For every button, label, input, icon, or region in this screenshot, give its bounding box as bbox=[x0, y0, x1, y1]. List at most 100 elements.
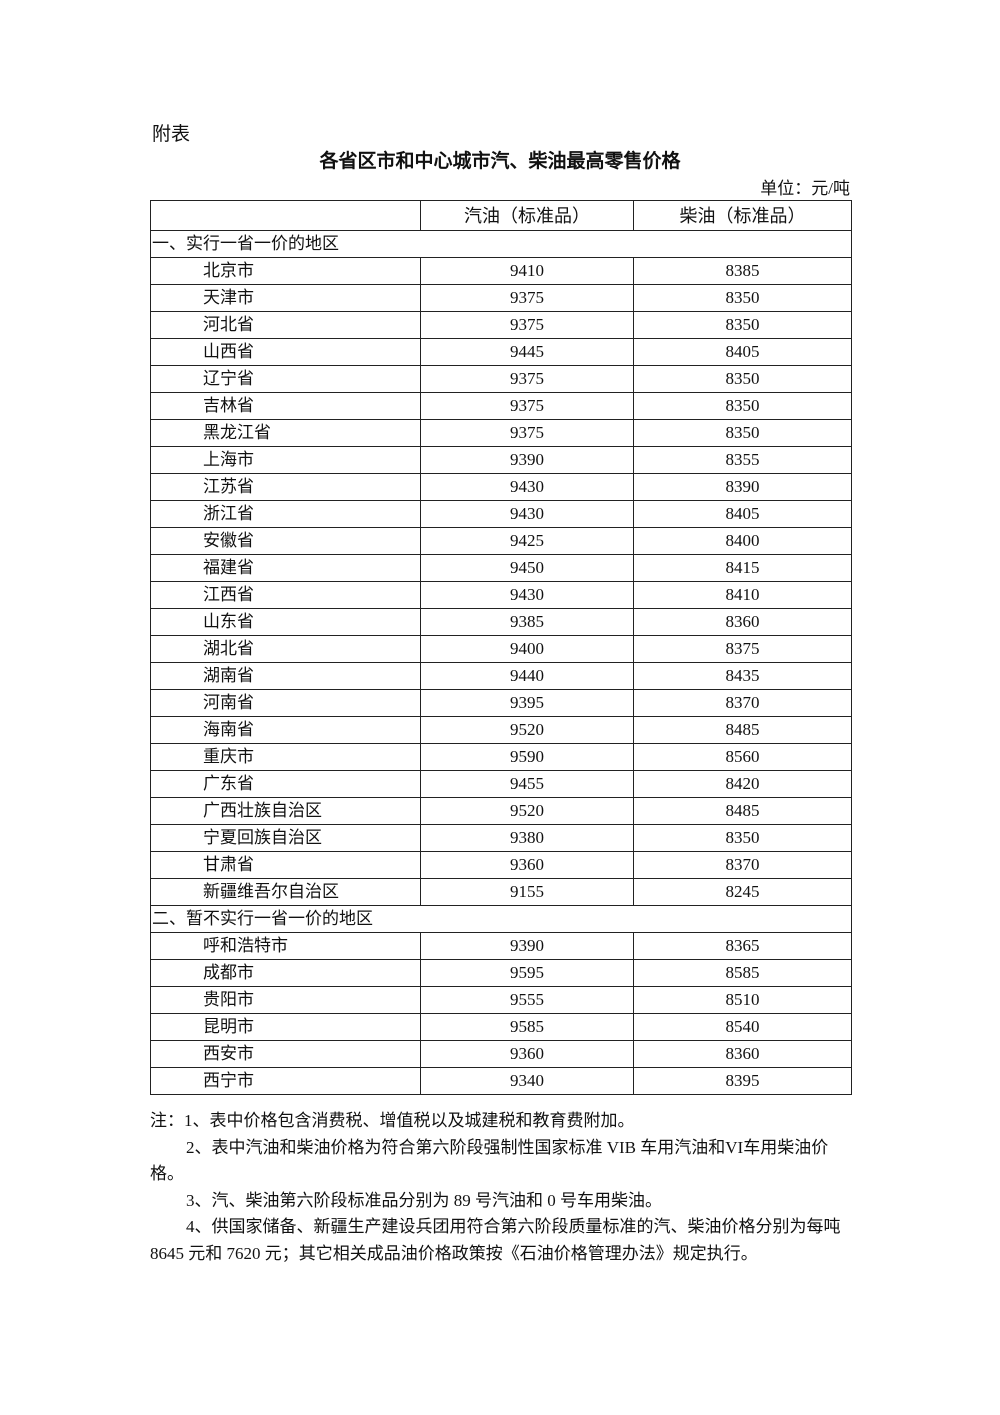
diesel-price-cell: 8350 bbox=[633, 311, 852, 339]
region-cell: 河北省 bbox=[150, 311, 421, 339]
gasoline-price-cell: 9390 bbox=[420, 446, 634, 474]
note-1: 注：1、表中价格包含消费税、增值税以及城建税和教育费附加。 bbox=[150, 1111, 635, 1130]
section-label: 二、暂不实行一省一价的地区 bbox=[150, 905, 852, 933]
gasoline-price-cell: 9400 bbox=[420, 635, 634, 663]
table-row: 海南省 9520 8485 bbox=[150, 716, 852, 744]
diesel-price-cell: 8485 bbox=[633, 716, 852, 744]
price-table: 汽油（标准品） 柴油（标准品） 一、实行一省一价的地区 北京市 9410 8385 天津… bbox=[150, 200, 852, 1095]
section-row: 一、实行一省一价的地区 bbox=[150, 230, 852, 258]
table-row: 山东省 9385 8360 bbox=[150, 608, 852, 636]
gasoline-price-cell: 9375 bbox=[420, 365, 634, 393]
diesel-price-cell: 8405 bbox=[633, 500, 852, 528]
table-row: 广东省 9455 8420 bbox=[150, 770, 852, 798]
diesel-price-cell: 8410 bbox=[633, 581, 852, 609]
table-row: 吉林省 9375 8350 bbox=[150, 392, 852, 420]
diesel-price-cell: 8585 bbox=[633, 959, 852, 987]
gasoline-price-cell: 9555 bbox=[420, 986, 634, 1014]
gasoline-price-cell: 9520 bbox=[420, 716, 634, 744]
table-row: 宁夏回族自治区 9380 8350 bbox=[150, 824, 852, 852]
diesel-price-cell: 8405 bbox=[633, 338, 852, 366]
table-row: 山西省 9445 8405 bbox=[150, 338, 852, 366]
note-2: 2、表中汽油和柴油价格为符合第六阶段强制性国家标准 VIB 车用汽油和VI车用柴… bbox=[150, 1137, 829, 1184]
gasoline-price-cell: 9440 bbox=[420, 662, 634, 690]
gasoline-price-cell: 9375 bbox=[420, 311, 634, 339]
table-row: 西安市 9360 8360 bbox=[150, 1040, 852, 1068]
diesel-price-cell: 8350 bbox=[633, 824, 852, 852]
table-row: 西宁市 9340 8395 bbox=[150, 1067, 852, 1095]
diesel-price-cell: 8350 bbox=[633, 392, 852, 420]
diesel-price-cell: 8510 bbox=[633, 986, 852, 1014]
table-row: 河北省 9375 8350 bbox=[150, 311, 852, 339]
attachment-label: 附表 bbox=[152, 124, 191, 145]
header-gasoline: 汽油（标准品） bbox=[420, 200, 634, 231]
region-cell: 山西省 bbox=[150, 338, 421, 366]
gasoline-price-cell: 9375 bbox=[420, 419, 634, 447]
region-cell: 甘肃省 bbox=[150, 851, 421, 879]
region-cell: 广东省 bbox=[150, 770, 421, 798]
diesel-price-cell: 8365 bbox=[633, 932, 852, 960]
gasoline-price-cell: 9455 bbox=[420, 770, 634, 798]
region-cell: 成都市 bbox=[150, 959, 421, 987]
table-row: 新疆维吾尔自治区 9155 8245 bbox=[150, 878, 852, 906]
notes: 注：1、表中价格包含消费税、增值税以及城建税和教育费附加。 2、表中汽油和柴油价… bbox=[150, 1108, 852, 1267]
table-row: 辽宁省 9375 8350 bbox=[150, 365, 852, 393]
diesel-price-cell: 8390 bbox=[633, 473, 852, 501]
gasoline-price-cell: 9450 bbox=[420, 554, 634, 582]
region-cell: 河南省 bbox=[150, 689, 421, 717]
table-header-row: 汽油（标准品） 柴油（标准品） bbox=[150, 200, 852, 231]
gasoline-price-cell: 9340 bbox=[420, 1067, 634, 1095]
gasoline-price-cell: 9385 bbox=[420, 608, 634, 636]
table-row: 广西壮族自治区 9520 8485 bbox=[150, 797, 852, 825]
header-diesel: 柴油（标准品） bbox=[633, 200, 852, 231]
diesel-price-cell: 8350 bbox=[633, 284, 852, 312]
region-cell: 黑龙江省 bbox=[150, 419, 421, 447]
gasoline-price-cell: 9395 bbox=[420, 689, 634, 717]
diesel-price-cell: 8540 bbox=[633, 1013, 852, 1041]
region-cell: 湖北省 bbox=[150, 635, 421, 663]
gasoline-price-cell: 9390 bbox=[420, 932, 634, 960]
diesel-price-cell: 8415 bbox=[633, 554, 852, 582]
gasoline-price-cell: 9430 bbox=[420, 473, 634, 501]
region-cell: 山东省 bbox=[150, 608, 421, 636]
gasoline-price-cell: 9585 bbox=[420, 1013, 634, 1041]
region-cell: 广西壮族自治区 bbox=[150, 797, 421, 825]
gasoline-price-cell: 9360 bbox=[420, 851, 634, 879]
page-title: 各省区市和中心城市汽、柴油最高零售价格 bbox=[319, 151, 681, 172]
diesel-price-cell: 8350 bbox=[633, 419, 852, 447]
note-3: 3、汽、柴油第六阶段标准品分别为 89 号汽油和 0 号车用柴油。 bbox=[186, 1190, 662, 1210]
note-4: 4、供国家储备、新疆生产建设兵团用符合第六阶段质量标准的汽、柴油价格分别为每吨 … bbox=[150, 1217, 841, 1263]
table-row: 重庆市 9590 8560 bbox=[150, 743, 852, 771]
table-row: 江苏省 9430 8390 bbox=[150, 473, 852, 501]
region-cell: 江苏省 bbox=[150, 473, 421, 501]
table-row: 浙江省 9430 8405 bbox=[150, 500, 852, 528]
diesel-price-cell: 8420 bbox=[633, 770, 852, 798]
diesel-price-cell: 8245 bbox=[633, 878, 852, 906]
region-cell: 福建省 bbox=[150, 554, 421, 582]
region-cell: 湖南省 bbox=[150, 662, 421, 690]
region-cell: 吉林省 bbox=[150, 392, 421, 420]
table-row: 呼和浩特市 9390 8365 bbox=[150, 932, 852, 960]
gasoline-price-cell: 9430 bbox=[420, 581, 634, 609]
table-row: 黑龙江省 9375 8350 bbox=[150, 419, 852, 447]
gasoline-price-cell: 9155 bbox=[420, 878, 634, 906]
diesel-price-cell: 8400 bbox=[633, 527, 852, 555]
diesel-price-cell: 8360 bbox=[633, 608, 852, 636]
table-row: 湖北省 9400 8375 bbox=[150, 635, 852, 663]
diesel-price-cell: 8370 bbox=[633, 689, 852, 717]
table-row: 安徽省 9425 8400 bbox=[150, 527, 852, 555]
table-row: 甘肃省 9360 8370 bbox=[150, 851, 852, 879]
region-cell: 北京市 bbox=[150, 257, 421, 285]
diesel-price-cell: 8370 bbox=[633, 851, 852, 879]
gasoline-price-cell: 9520 bbox=[420, 797, 634, 825]
gasoline-price-cell: 9445 bbox=[420, 338, 634, 366]
table-row: 湖南省 9440 8435 bbox=[150, 662, 852, 690]
gasoline-price-cell: 9410 bbox=[420, 257, 634, 285]
table-row: 成都市 9595 8585 bbox=[150, 959, 852, 987]
region-cell: 海南省 bbox=[150, 716, 421, 744]
region-cell: 江西省 bbox=[150, 581, 421, 609]
region-cell: 辽宁省 bbox=[150, 365, 421, 393]
region-cell: 新疆维吾尔自治区 bbox=[150, 878, 421, 906]
region-cell: 呼和浩特市 bbox=[150, 932, 421, 960]
table-row: 北京市 9410 8385 bbox=[150, 257, 852, 285]
gasoline-price-cell: 9380 bbox=[420, 824, 634, 852]
